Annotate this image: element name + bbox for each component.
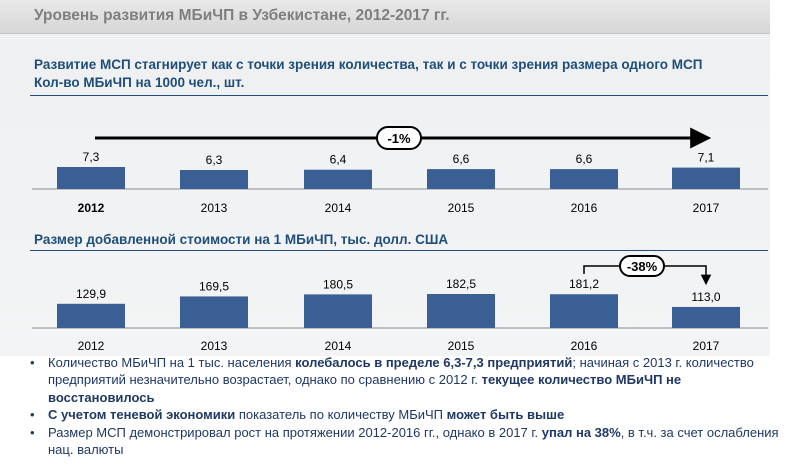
bar-2014 (304, 294, 372, 328)
chart-heading: Развитие МСП стагнирует как с точки зрен… (34, 56, 703, 92)
bullet-text: Размер МСП демонстрировал рост на протяж… (48, 424, 542, 440)
bar-2015 (427, 169, 495, 189)
change-badge (376, 126, 422, 150)
bar-2017 (672, 167, 740, 189)
tick-label-2014: 2014 (325, 339, 352, 353)
tick-label-2012: 2012 (78, 201, 105, 215)
bar-2012 (57, 167, 125, 189)
data-label-2012: 129,9 (76, 287, 106, 301)
chart-panel (0, 34, 770, 356)
tick-label-2017: 2017 (693, 201, 720, 215)
bar-2013 (180, 170, 248, 189)
data-label-2013: 169,5 (199, 279, 229, 293)
bullet-item: Размер МСП демонстрировал рост на протяж… (28, 424, 788, 459)
bullet-emphasis: текущее количество МБиЧП не восстановило… (48, 372, 682, 405)
bullet-item: С учетом теневой экономики показатель по… (28, 406, 788, 424)
tick-label-2013: 2013 (201, 339, 228, 353)
decline-badge (619, 255, 665, 277)
chart2-rule (30, 250, 768, 251)
data-label-2015: 6,6 (453, 152, 470, 166)
data-label-2016: 6,6 (576, 152, 593, 166)
bullet-emphasis: упал на 38% (541, 424, 621, 440)
data-label-2012: 7,3 (83, 150, 100, 164)
bar-2017 (672, 306, 740, 328)
title-bar: Уровень развития МБиЧП в Узбекистане, 20… (0, 0, 770, 34)
bullet-text: показатель по количеству МБиЧП (235, 407, 447, 423)
bar-2015 (427, 294, 495, 328)
data-label-2017: 7,1 (698, 151, 715, 165)
bullet-text: ; начиная с 2013 г. количество предприят… (48, 355, 754, 388)
tick-label-2012: 2012 (78, 339, 105, 353)
data-label-2017: 113,0 (691, 290, 720, 304)
bullet-emphasis: С учетом теневой экономики (48, 407, 236, 423)
tick-label-2017: 2017 (693, 339, 720, 353)
subtitle-line-2: Кол-во МБиЧП на 1000 чел., шт. (34, 75, 245, 90)
tick-label-2016: 2016 (571, 339, 598, 353)
subtitle-line-1: Развитие МСП стагнирует как с точки зрен… (34, 57, 703, 72)
chart2-title: Размер добавленной стоимости на 1 МБиЧП,… (34, 232, 449, 247)
data-label-2014: 180,5 (323, 277, 353, 291)
bullet-item: Количество МБиЧП на 1 тыс. населения кол… (28, 354, 788, 406)
bar-2016 (550, 294, 618, 328)
data-label-2013: 6,3 (206, 153, 223, 167)
tick-label-2015: 2015 (448, 201, 475, 215)
tick-label-2013: 2013 (201, 201, 228, 215)
tick-label-2015: 2015 (448, 339, 475, 353)
heading-rule (30, 95, 768, 96)
charts-svg: 7,3 2012 6,3 2013 6,4 2014 6,6 2015 6,6 2016 7,1 20… (32, 126, 768, 353)
bar-2013 (180, 296, 248, 328)
page-title: Уровень развития МБиЧП в Узбекистане, 20… (34, 7, 450, 24)
bullet-list: Количество МБиЧП на 1 тыс. населения кол… (28, 354, 788, 458)
tick-label-2014: 2014 (325, 201, 352, 215)
change-badge-label: -1% (387, 131, 411, 146)
data-label-2016: 181,2 (569, 277, 599, 291)
decline-badge-label: -38% (627, 259, 658, 274)
tick-label-2016: 2016 (571, 201, 598, 215)
bar-2014 (304, 169, 372, 189)
bullet-text: Количество МБиЧП на 1 тыс. населения (48, 355, 296, 370)
bar-2016 (550, 169, 618, 189)
bar-2012 (57, 303, 125, 328)
bullet-text: , в т.ч. за счет ослабления нац. валюты (48, 424, 779, 458)
data-label-2015: 182,5 (446, 277, 476, 291)
bullet-emphasis: колебалось в пределе 6,3-7,3 предприятий (295, 355, 573, 370)
data-label-2014: 6,4 (330, 153, 347, 167)
bullet-emphasis: может быть выше (446, 407, 565, 423)
